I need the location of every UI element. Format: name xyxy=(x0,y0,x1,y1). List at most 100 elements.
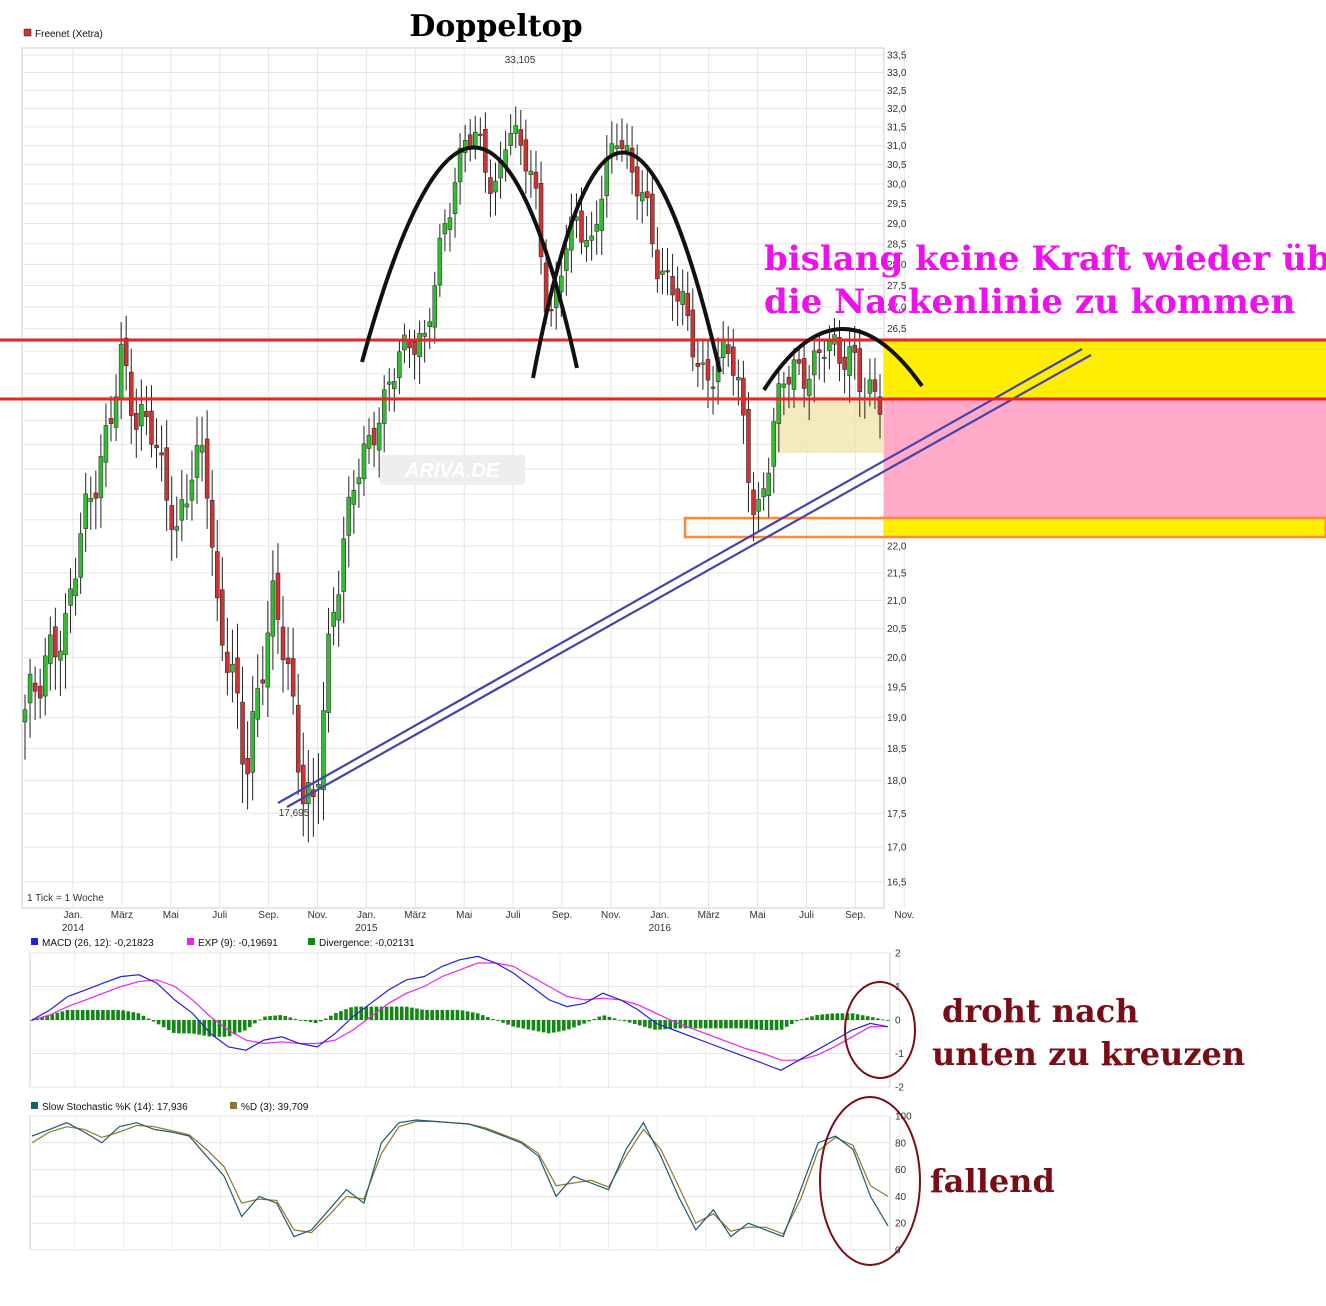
macd-divergence-bar xyxy=(308,1020,313,1023)
price-y-tick: 27,5 xyxy=(887,281,907,292)
candle-body xyxy=(796,359,802,364)
annotation-macd-line1: droht nach xyxy=(942,992,1139,1030)
support-zone-outline xyxy=(683,516,1326,539)
macd-highlight-circle xyxy=(844,981,916,1079)
macd-divergence-bar xyxy=(187,1020,191,1034)
macd-divergence-bar xyxy=(622,1020,627,1022)
candle-body xyxy=(538,183,544,258)
candle-body xyxy=(690,309,696,358)
candle-body xyxy=(159,452,164,456)
macd-divergence-bar xyxy=(835,1013,840,1020)
macd-divergence-bar xyxy=(389,1006,394,1020)
candle-body xyxy=(523,139,529,172)
price-y-tick: 31,0 xyxy=(887,141,907,152)
macd-divergence-bar xyxy=(85,1009,90,1020)
candle-body xyxy=(619,140,625,149)
macd-divergence-bar xyxy=(293,1018,298,1020)
candle-body xyxy=(356,477,362,485)
macd-divergence-bar xyxy=(369,1006,374,1020)
candle-body xyxy=(579,210,584,243)
macd-divergence-bar xyxy=(334,1013,338,1020)
support-zone-yellow xyxy=(884,518,1326,538)
macd-y-tick: 0 xyxy=(895,1016,901,1027)
candle-body xyxy=(412,341,417,355)
macd-divergence-bar xyxy=(506,1020,510,1025)
macd-divergence-bar xyxy=(491,1018,495,1020)
macd-divergence-bar xyxy=(440,1009,445,1020)
candle-body xyxy=(817,349,822,353)
candle-body xyxy=(78,533,83,578)
price-x-tick: Mai xyxy=(163,910,179,921)
candle-body xyxy=(675,288,680,302)
candle-body xyxy=(665,270,670,273)
candle-body xyxy=(791,359,797,390)
resistance-zone-yellow xyxy=(884,340,1326,398)
price-y-tick: 21,0 xyxy=(887,596,907,607)
macd-divergence-bar xyxy=(572,1020,576,1028)
stoch-k-swatch xyxy=(31,1102,38,1109)
candle-body xyxy=(564,248,569,271)
macd-divergence-bar xyxy=(146,1018,151,1020)
price-x-year: 2014 xyxy=(62,923,85,934)
macd-divergence-bar xyxy=(349,1007,353,1020)
candle-body xyxy=(88,498,94,502)
price-y-tick: 30,0 xyxy=(887,179,907,190)
tick-note: 1 Tick = 1 Woche xyxy=(27,893,104,904)
legend-swatch-freenet xyxy=(23,28,32,37)
candle-body xyxy=(736,376,741,381)
candle-body xyxy=(58,650,63,661)
candle-body xyxy=(397,351,402,379)
price-y-tick: 31,5 xyxy=(887,122,907,133)
macd-exp-line xyxy=(31,962,888,1061)
candle-body xyxy=(402,334,407,351)
macd-divergence-bar xyxy=(339,1011,343,1020)
macd-divergence-bar xyxy=(567,1020,571,1030)
candle-body xyxy=(731,346,736,376)
candle-body xyxy=(786,376,792,385)
candle-body xyxy=(741,377,746,416)
price-y-tick: 19,5 xyxy=(887,682,907,693)
candle-body xyxy=(346,496,352,536)
macd-divergence-bar xyxy=(881,1019,885,1021)
candle-body xyxy=(214,551,220,599)
macd-divergence-bar xyxy=(374,1006,379,1020)
macd-divergence-bar xyxy=(126,1011,131,1020)
candle-body xyxy=(781,383,787,388)
candle-body xyxy=(645,191,650,199)
candle-body xyxy=(837,337,842,364)
candle-body xyxy=(604,157,610,196)
watermark: ARIVA.DE xyxy=(380,455,525,485)
macd-divergence-bar xyxy=(344,1009,348,1020)
macd-divergence-bar xyxy=(445,1009,450,1020)
candle-body xyxy=(113,396,119,428)
price-y-tick: 17,0 xyxy=(887,843,907,854)
candle-body xyxy=(27,673,33,704)
macd-divergence-bar xyxy=(323,1018,328,1020)
divergence-swatch xyxy=(308,938,315,945)
candle-body xyxy=(660,270,665,275)
candle-body xyxy=(584,240,589,248)
macd-divergence-bar xyxy=(420,1009,424,1020)
candle-body xyxy=(260,679,266,684)
price-y-tick: 27,0 xyxy=(887,302,907,313)
candle-body xyxy=(68,588,73,606)
candle-body xyxy=(513,125,518,134)
price-x-tick: Jan. xyxy=(64,910,83,921)
macd-divergence-bar xyxy=(207,1020,212,1037)
macd-divergence-bar xyxy=(410,1007,414,1020)
candle-body xyxy=(189,479,195,501)
macd-divergence-bar xyxy=(764,1020,769,1031)
candle-body xyxy=(599,198,604,231)
stochastic-k-line xyxy=(31,1119,889,1238)
macd-divergence-bar xyxy=(70,1009,75,1020)
price-x-axis: Jan. März Mai Juli Sep. Nov. Jan. März Mai Juli Se… xyxy=(62,910,914,934)
candle-body xyxy=(705,359,711,381)
candle-body xyxy=(548,309,554,312)
macd-divergence-bar xyxy=(303,1020,308,1022)
macd-divergence-bar xyxy=(106,1009,110,1020)
candle-body xyxy=(695,362,701,367)
macd-divergence-bar xyxy=(415,1008,419,1020)
macd-divergence-bar xyxy=(258,1019,262,1021)
macd-divergence-bar xyxy=(192,1020,196,1034)
